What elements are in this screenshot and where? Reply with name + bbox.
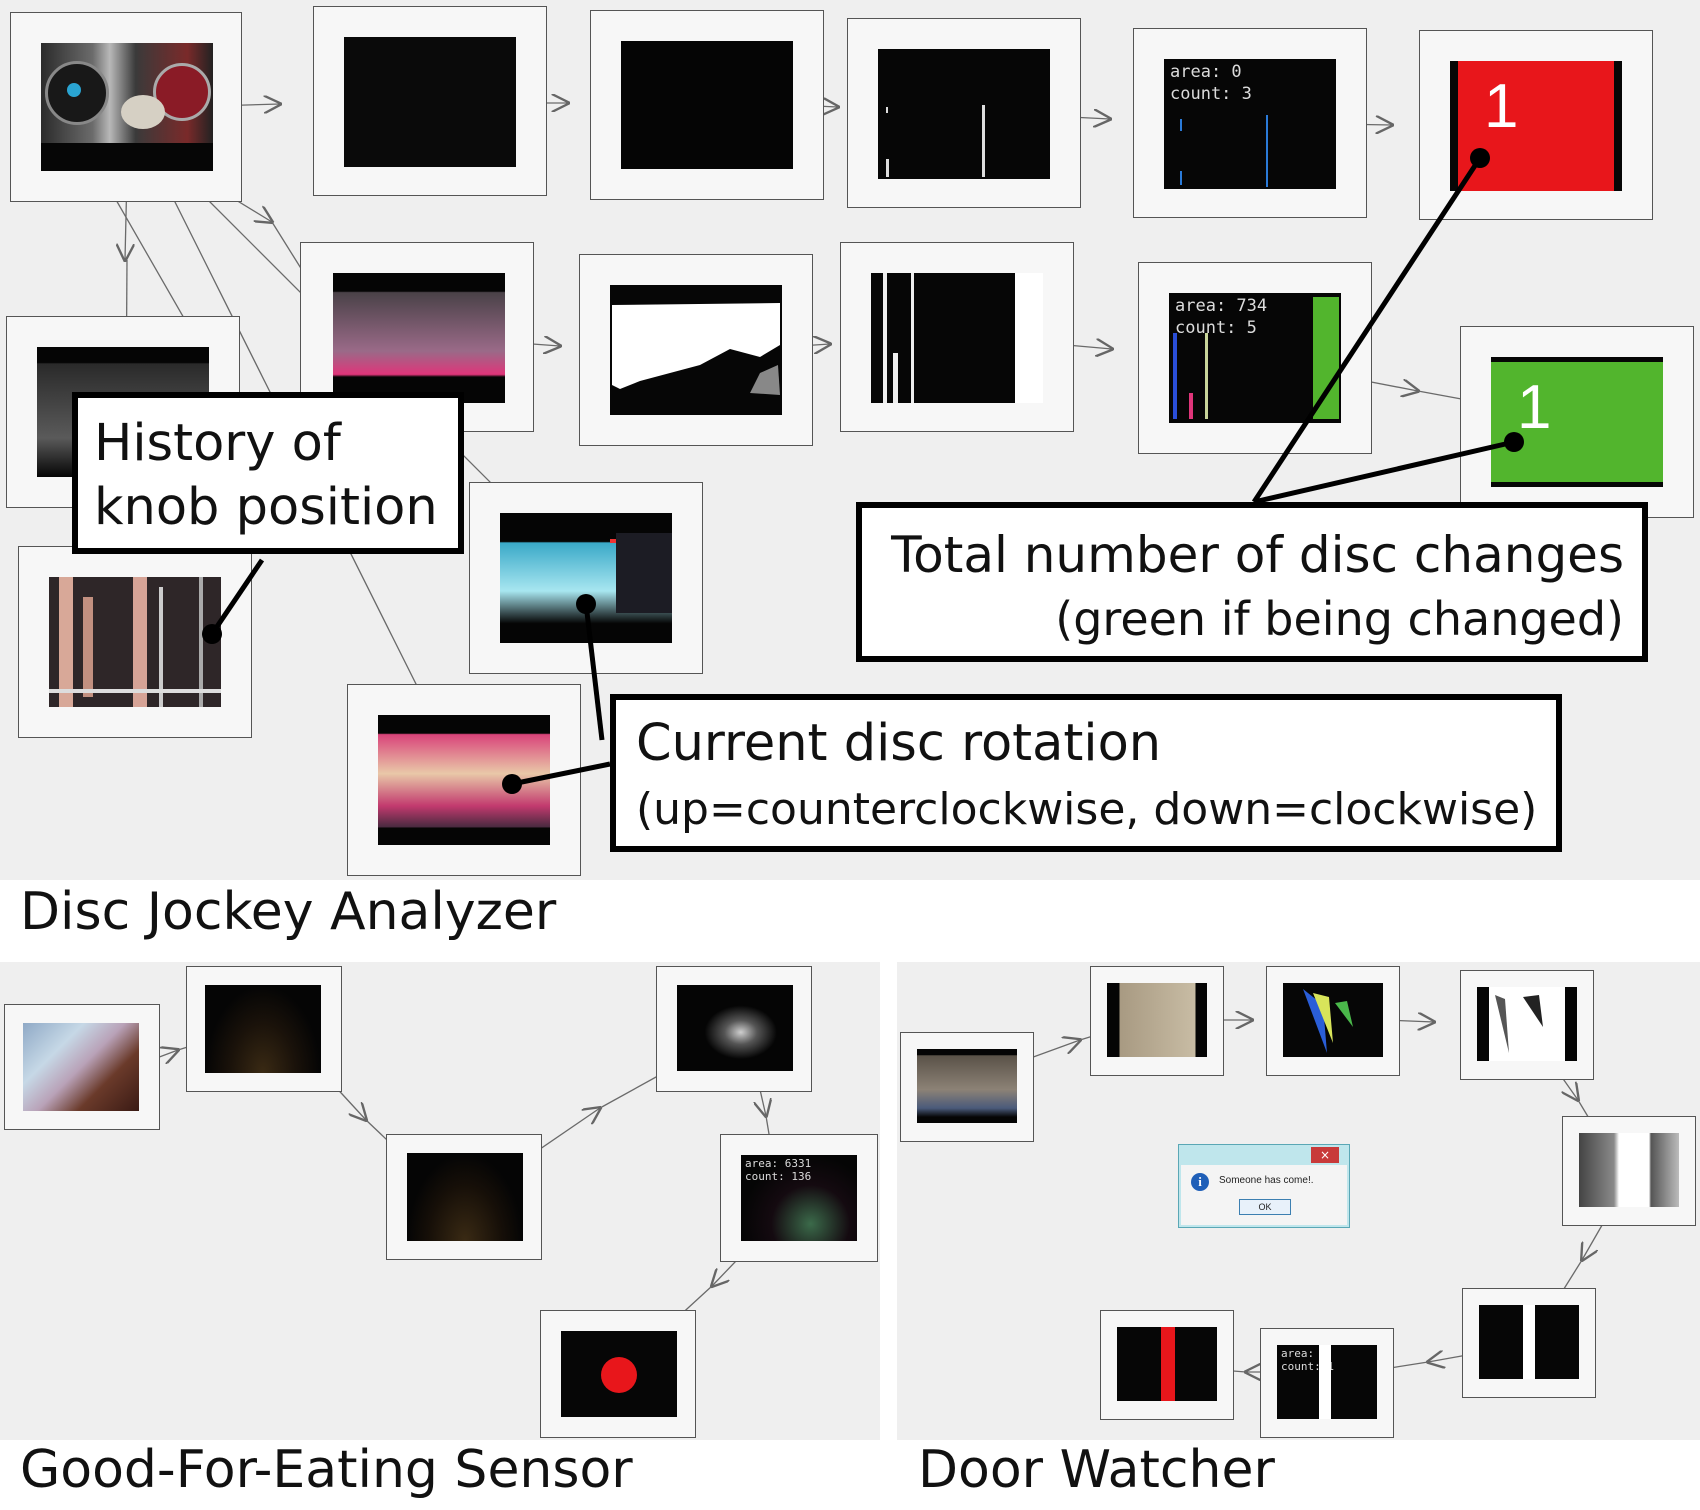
dj-node-lines[interactable] [847, 18, 1081, 208]
red-bar-indicator [1161, 1327, 1175, 1401]
dj-node-counter-top[interactable]: area: 0 count: 3 [1133, 28, 1367, 218]
dj-node-green-counter[interactable]: 1 [1460, 326, 1694, 518]
knob-lines-image [871, 273, 1043, 403]
eating-node-edges-2[interactable] [386, 1134, 542, 1260]
hud-frame-image: area: 0 count: 3 [1164, 59, 1336, 189]
dj-analyzer-title: Disc Jockey Analyzer [20, 882, 557, 942]
green-counter-value: 1 [1517, 373, 1552, 442]
dj-node-rotation-top[interactable] [469, 482, 703, 674]
hud-frame-image: area: 6331 count: 136 [741, 1155, 857, 1241]
hud-frame-image: area: 0 count: 1 [1277, 1345, 1377, 1419]
dj-node-dark-1[interactable] [313, 6, 547, 196]
eating-node-indicator[interactable] [540, 1310, 696, 1438]
door-mask-image [1477, 987, 1577, 1061]
red-counter-value: 1 [1484, 72, 1519, 141]
door-node-indicator[interactable] [1100, 1310, 1234, 1420]
dark-frame-image [621, 41, 793, 169]
door-node-counter[interactable]: area: 0 count: 1 [1260, 1328, 1394, 1438]
count-readout: count: 3 [1170, 84, 1252, 104]
dj-node-counter-bottom[interactable]: area: 734 count: 5 [1138, 262, 1372, 454]
disc-rotation-callout: Current disc rotation (up=counterclockwi… [610, 694, 1562, 852]
binary-mask-image [610, 285, 782, 415]
eating-indicator-display [561, 1331, 677, 1417]
door-crop-image [1107, 983, 1207, 1057]
door-node-crop[interactable] [1090, 966, 1224, 1076]
mask-shape [612, 303, 780, 395]
eating-source-node[interactable] [4, 1004, 160, 1130]
eating-node-threshold[interactable] [656, 966, 812, 1092]
vertical-lines-image [878, 49, 1050, 179]
area-readout: area: 0 [1170, 62, 1242, 82]
threshold-image [677, 985, 793, 1071]
turntable-camera-image [41, 43, 213, 171]
edge-image [205, 985, 321, 1073]
door-node-bar[interactable] [1462, 1288, 1596, 1398]
dj-source-node[interactable] [10, 12, 242, 202]
disc-changes-callout: Total number of disc changes (green if b… [856, 502, 1648, 662]
dialog-message: Someone has come!. [1219, 1175, 1314, 1186]
food-camera-image [23, 1023, 139, 1111]
count-readout: count: 5 [1175, 318, 1257, 338]
area-readout: area: 6331 [745, 1157, 812, 1170]
dark-frame-image [344, 37, 516, 167]
disc-changes-sublabel: (green if being changed) [1055, 592, 1624, 646]
edge-image [407, 1153, 523, 1241]
door-node-gradient[interactable] [1562, 1116, 1696, 1226]
disc-rotation-label: Current disc rotation [636, 714, 1162, 773]
diff-shape [1303, 989, 1353, 1053]
knob-history-label: History of knob position [94, 414, 438, 537]
door-source-node[interactable] [900, 1032, 1034, 1142]
count-readout: count: 136 [745, 1170, 812, 1183]
info-icon: i [1191, 1173, 1209, 1191]
room-camera-image [917, 1049, 1017, 1123]
door-node-mask[interactable] [1460, 970, 1594, 1080]
green-counter-display: 1 [1491, 357, 1663, 487]
disc-changes-label: Total number of disc changes [891, 526, 1624, 584]
door-watcher-title: Door Watcher [918, 1440, 1275, 1500]
eating-node-counter[interactable]: area: 6331 count: 136 [720, 1134, 878, 1262]
red-dot-indicator [601, 1357, 637, 1393]
dj-node-knob-lines[interactable] [840, 242, 1074, 432]
door-node-diff[interactable] [1266, 966, 1400, 1076]
area-readout: area: 734 [1175, 296, 1268, 316]
disc-rotation-sublabel: (up=counterclockwise, down=clockwise) [636, 784, 1538, 835]
dialog-ok-button[interactable]: OK [1239, 1199, 1291, 1215]
knob-history-image [49, 577, 221, 707]
door-indicator-display [1117, 1327, 1217, 1401]
eating-node-edges[interactable] [186, 966, 342, 1092]
dialog-body: i Someone has come!. OK [1181, 1165, 1347, 1225]
knob-history-callout: History of knob position [72, 392, 464, 554]
door-diff-image [1283, 983, 1383, 1057]
dialog-close-button[interactable]: × [1311, 1147, 1339, 1163]
mask-shape [1495, 995, 1543, 1053]
door-bar-image [1479, 1305, 1579, 1379]
door-gradient-image [1579, 1133, 1679, 1207]
red-counter-display: 1 [1450, 61, 1622, 191]
eating-sensor-title: Good-For-Eating Sensor [20, 1440, 633, 1500]
alert-dialog: × i Someone has come!. OK [1178, 1144, 1350, 1228]
dj-node-red-counter[interactable]: 1 [1419, 30, 1653, 220]
blurred-disc-image [333, 273, 505, 403]
dj-node-mask[interactable] [579, 254, 813, 446]
hud-frame-image: area: 734 count: 5 [1169, 293, 1341, 423]
dj-node-dark-2[interactable] [590, 10, 824, 200]
